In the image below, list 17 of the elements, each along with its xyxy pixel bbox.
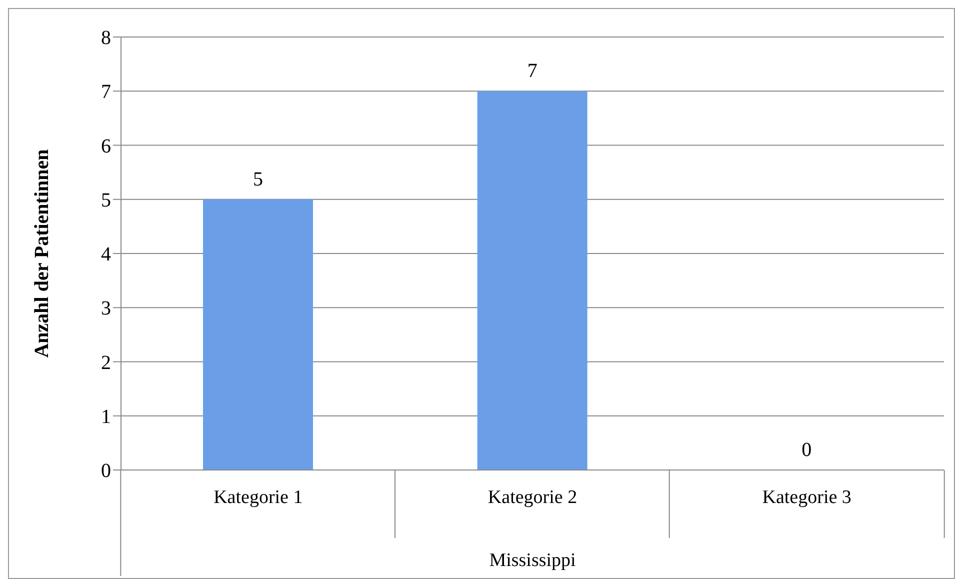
y-tick-label: 4	[101, 244, 111, 266]
x-axis-title: Mississippi	[489, 550, 576, 571]
x-tick-label: Kategorie 1	[214, 487, 303, 508]
y-tick-label: 5	[101, 189, 111, 212]
y-tick-label: 1	[101, 406, 111, 428]
y-axis-title: Anzahl der Patientinnen	[31, 149, 54, 358]
y-tick-label: 7	[101, 81, 111, 104]
y-tick-label: 8	[101, 27, 111, 50]
y-tick-label: 6	[101, 135, 111, 158]
y-tick-label: 3	[101, 298, 111, 320]
data-label: 5	[253, 168, 263, 190]
y-tick-label: 0	[101, 460, 111, 482]
data-label: 7	[527, 60, 538, 82]
x-tick-label: Kategorie 2	[488, 487, 578, 508]
y-tick-label: 2	[101, 352, 111, 374]
data-label: 0	[802, 439, 812, 461]
x-tick-label: Kategorie 3	[762, 487, 852, 508]
